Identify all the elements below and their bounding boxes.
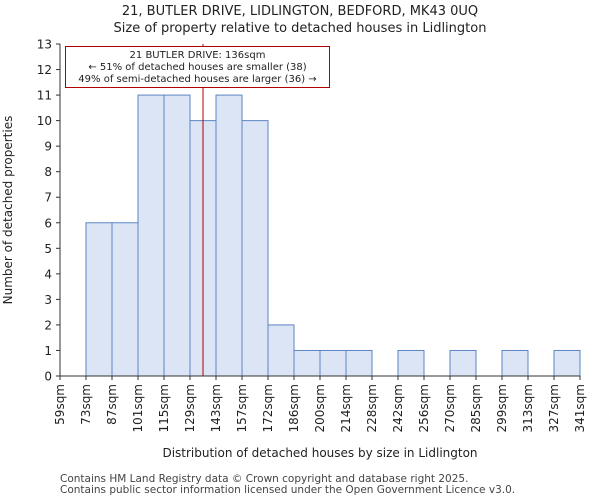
bar-214sqm bbox=[345, 349, 373, 377]
y-tick-label: 13 bbox=[37, 38, 52, 52]
x-tick-label: 214sqm bbox=[339, 384, 353, 432]
annotation-line2: ← 51% of detached houses are smaller (38… bbox=[88, 62, 307, 73]
x-axis-label: Distribution of detached houses by size … bbox=[162, 446, 477, 460]
bar-172sqm bbox=[267, 324, 295, 377]
x-tick-label: 341sqm bbox=[573, 384, 587, 432]
bar-200sqm bbox=[319, 349, 347, 377]
x-tick-label: 129sqm bbox=[183, 384, 197, 432]
chart-title-line2: Size of property relative to detached ho… bbox=[113, 21, 487, 36]
x-tick-label: 59sqm bbox=[53, 384, 67, 425]
y-tick-label: 0 bbox=[44, 370, 52, 384]
x-tick-label: 87sqm bbox=[105, 384, 119, 425]
y-tick-label: 12 bbox=[37, 63, 52, 77]
x-tick-label: 270sqm bbox=[443, 384, 457, 432]
x-tick-label: 256sqm bbox=[417, 384, 431, 432]
property-annotation-box: 21 BUTLER DRIVE: 136sqm ← 51% of detache… bbox=[65, 46, 330, 88]
bar-73sqm bbox=[85, 222, 113, 377]
footer-line2: Contains public sector information licen… bbox=[60, 484, 516, 496]
bar-115sqm bbox=[163, 94, 191, 377]
x-tick-label: 143sqm bbox=[209, 384, 223, 432]
y-tick-label: 11 bbox=[37, 89, 52, 103]
x-tick-label: 115sqm bbox=[157, 384, 171, 432]
y-axis-label: Number of detached properties bbox=[1, 116, 15, 305]
x-tick-label: 299sqm bbox=[495, 384, 509, 432]
x-tick-label: 228sqm bbox=[365, 384, 379, 432]
y-tick-label: 10 bbox=[37, 114, 52, 128]
bar-242sqm bbox=[397, 349, 425, 377]
y-tick-label: 3 bbox=[44, 293, 52, 307]
x-tick-label: 101sqm bbox=[131, 384, 145, 432]
y-tick-label: 9 bbox=[44, 140, 52, 154]
bars-layer bbox=[85, 94, 581, 377]
bar-87sqm bbox=[111, 222, 139, 377]
x-tick-label: 313sqm bbox=[521, 384, 535, 432]
bar-270sqm bbox=[449, 349, 477, 377]
y-tick-label: 1 bbox=[44, 344, 52, 358]
x-tick-label: 186sqm bbox=[287, 384, 301, 432]
bar-143sqm bbox=[215, 94, 243, 377]
y-tick-label: 5 bbox=[44, 242, 52, 256]
x-tick-label: 327sqm bbox=[547, 384, 561, 432]
bar-186sqm bbox=[293, 349, 321, 377]
y-tick-label: 2 bbox=[44, 318, 52, 332]
x-tick-label: 242sqm bbox=[391, 384, 405, 432]
y-tick-label: 4 bbox=[44, 267, 52, 281]
bar-157sqm bbox=[241, 120, 269, 377]
annotation-line3: 49% of semi-detached houses are larger (… bbox=[78, 74, 317, 85]
footer-line1: Contains HM Land Registry data © Crown c… bbox=[60, 473, 469, 485]
bar-299sqm bbox=[501, 349, 529, 377]
y-tick-label: 8 bbox=[44, 165, 52, 179]
x-tick-label: 157sqm bbox=[235, 384, 249, 432]
x-tick-label: 73sqm bbox=[79, 384, 93, 425]
annotation-line1: 21 BUTLER DRIVE: 136sqm bbox=[129, 50, 266, 61]
bar-101sqm bbox=[137, 94, 165, 377]
x-tick-label: 285sqm bbox=[469, 384, 483, 432]
bar-327sqm bbox=[553, 349, 581, 377]
x-tick-label: 172sqm bbox=[261, 384, 275, 432]
y-tick-label: 6 bbox=[44, 216, 52, 230]
chart-title-line1: 21, BUTLER DRIVE, LIDLINGTON, BEDFORD, M… bbox=[121, 4, 479, 19]
x-tick-label: 200sqm bbox=[313, 384, 327, 432]
y-tick-label: 7 bbox=[44, 191, 52, 205]
